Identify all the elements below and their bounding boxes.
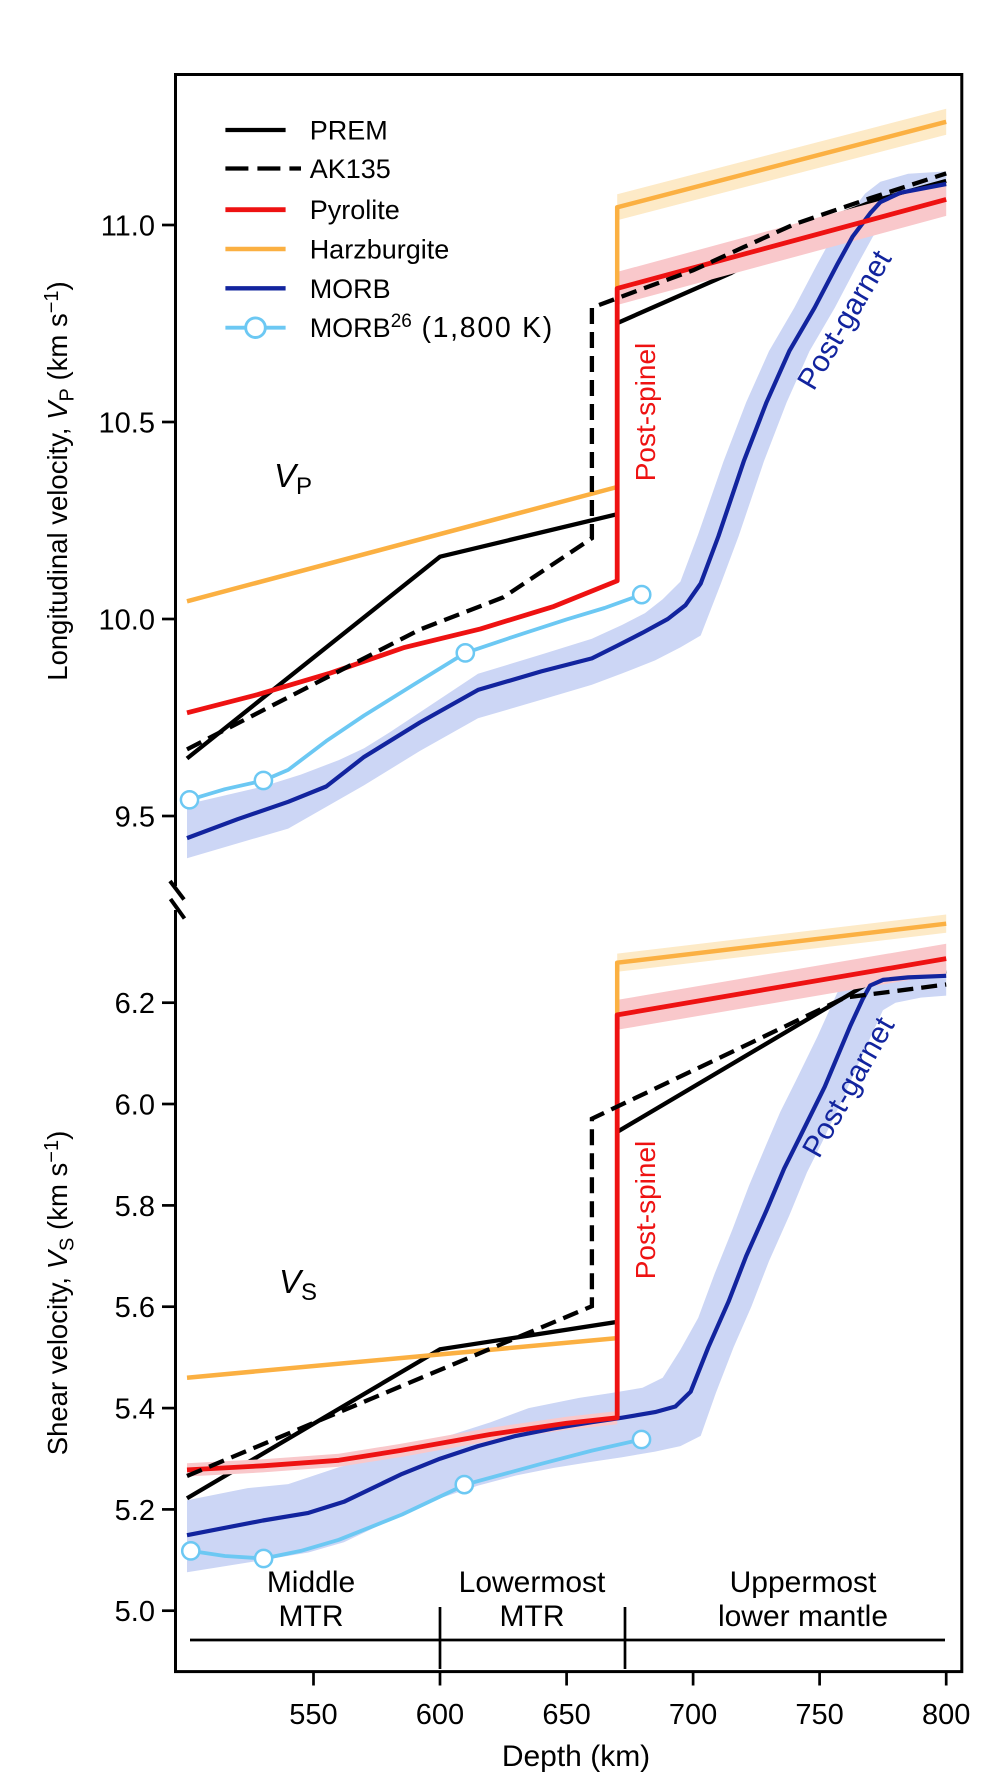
svg-text:5.2: 5.2 — [115, 1495, 155, 1527]
svg-text:Post-spinel: Post-spinel — [630, 1141, 661, 1280]
svg-text:550: 550 — [289, 1699, 337, 1731]
svg-text:MORB: MORB — [310, 274, 391, 304]
svg-text:6.2: 6.2 — [115, 988, 155, 1020]
svg-text:650: 650 — [542, 1699, 590, 1731]
svg-text:6.0: 6.0 — [115, 1090, 155, 1122]
svg-text:lower mantle: lower mantle — [718, 1600, 888, 1633]
svg-text:750: 750 — [795, 1699, 843, 1731]
svg-text:Shear velocity, VS (km s−1): Shear velocity, VS (km s−1) — [41, 1131, 79, 1456]
svg-text:9.5: 9.5 — [115, 802, 155, 834]
svg-text:Lowermost: Lowermost — [459, 1566, 606, 1599]
svg-text:Depth (km): Depth (km) — [502, 1740, 650, 1773]
svg-text:5.6: 5.6 — [115, 1292, 155, 1324]
svg-text:Uppermost: Uppermost — [730, 1566, 877, 1599]
svg-text:Post-spinel: Post-spinel — [630, 343, 661, 482]
svg-text:Harzburgite: Harzburgite — [310, 235, 450, 265]
svg-text:Longitudinal velocity, VP (km: Longitudinal velocity, VP (km s−1) — [41, 281, 79, 680]
svg-text:700: 700 — [669, 1699, 717, 1731]
svg-text:5.8: 5.8 — [115, 1191, 155, 1223]
svg-text:11.0: 11.0 — [101, 211, 155, 243]
svg-text:PREM: PREM — [310, 116, 388, 146]
svg-text:5.4: 5.4 — [115, 1394, 155, 1426]
svg-text:MORB26 (1,800 K): MORB26 (1,800 K) — [310, 311, 554, 344]
svg-text:10.0: 10.0 — [99, 605, 155, 637]
svg-text:10.5: 10.5 — [99, 408, 155, 440]
svg-text:Pyrolite: Pyrolite — [310, 195, 400, 225]
svg-text:600: 600 — [416, 1699, 464, 1731]
svg-text:5.0: 5.0 — [115, 1596, 155, 1628]
svg-text:MTR: MTR — [279, 1600, 344, 1633]
svg-text:800: 800 — [922, 1699, 970, 1731]
svg-text:Middle: Middle — [267, 1566, 355, 1599]
svg-text:AK135: AK135 — [310, 154, 391, 184]
svg-text:MTR: MTR — [500, 1600, 565, 1633]
